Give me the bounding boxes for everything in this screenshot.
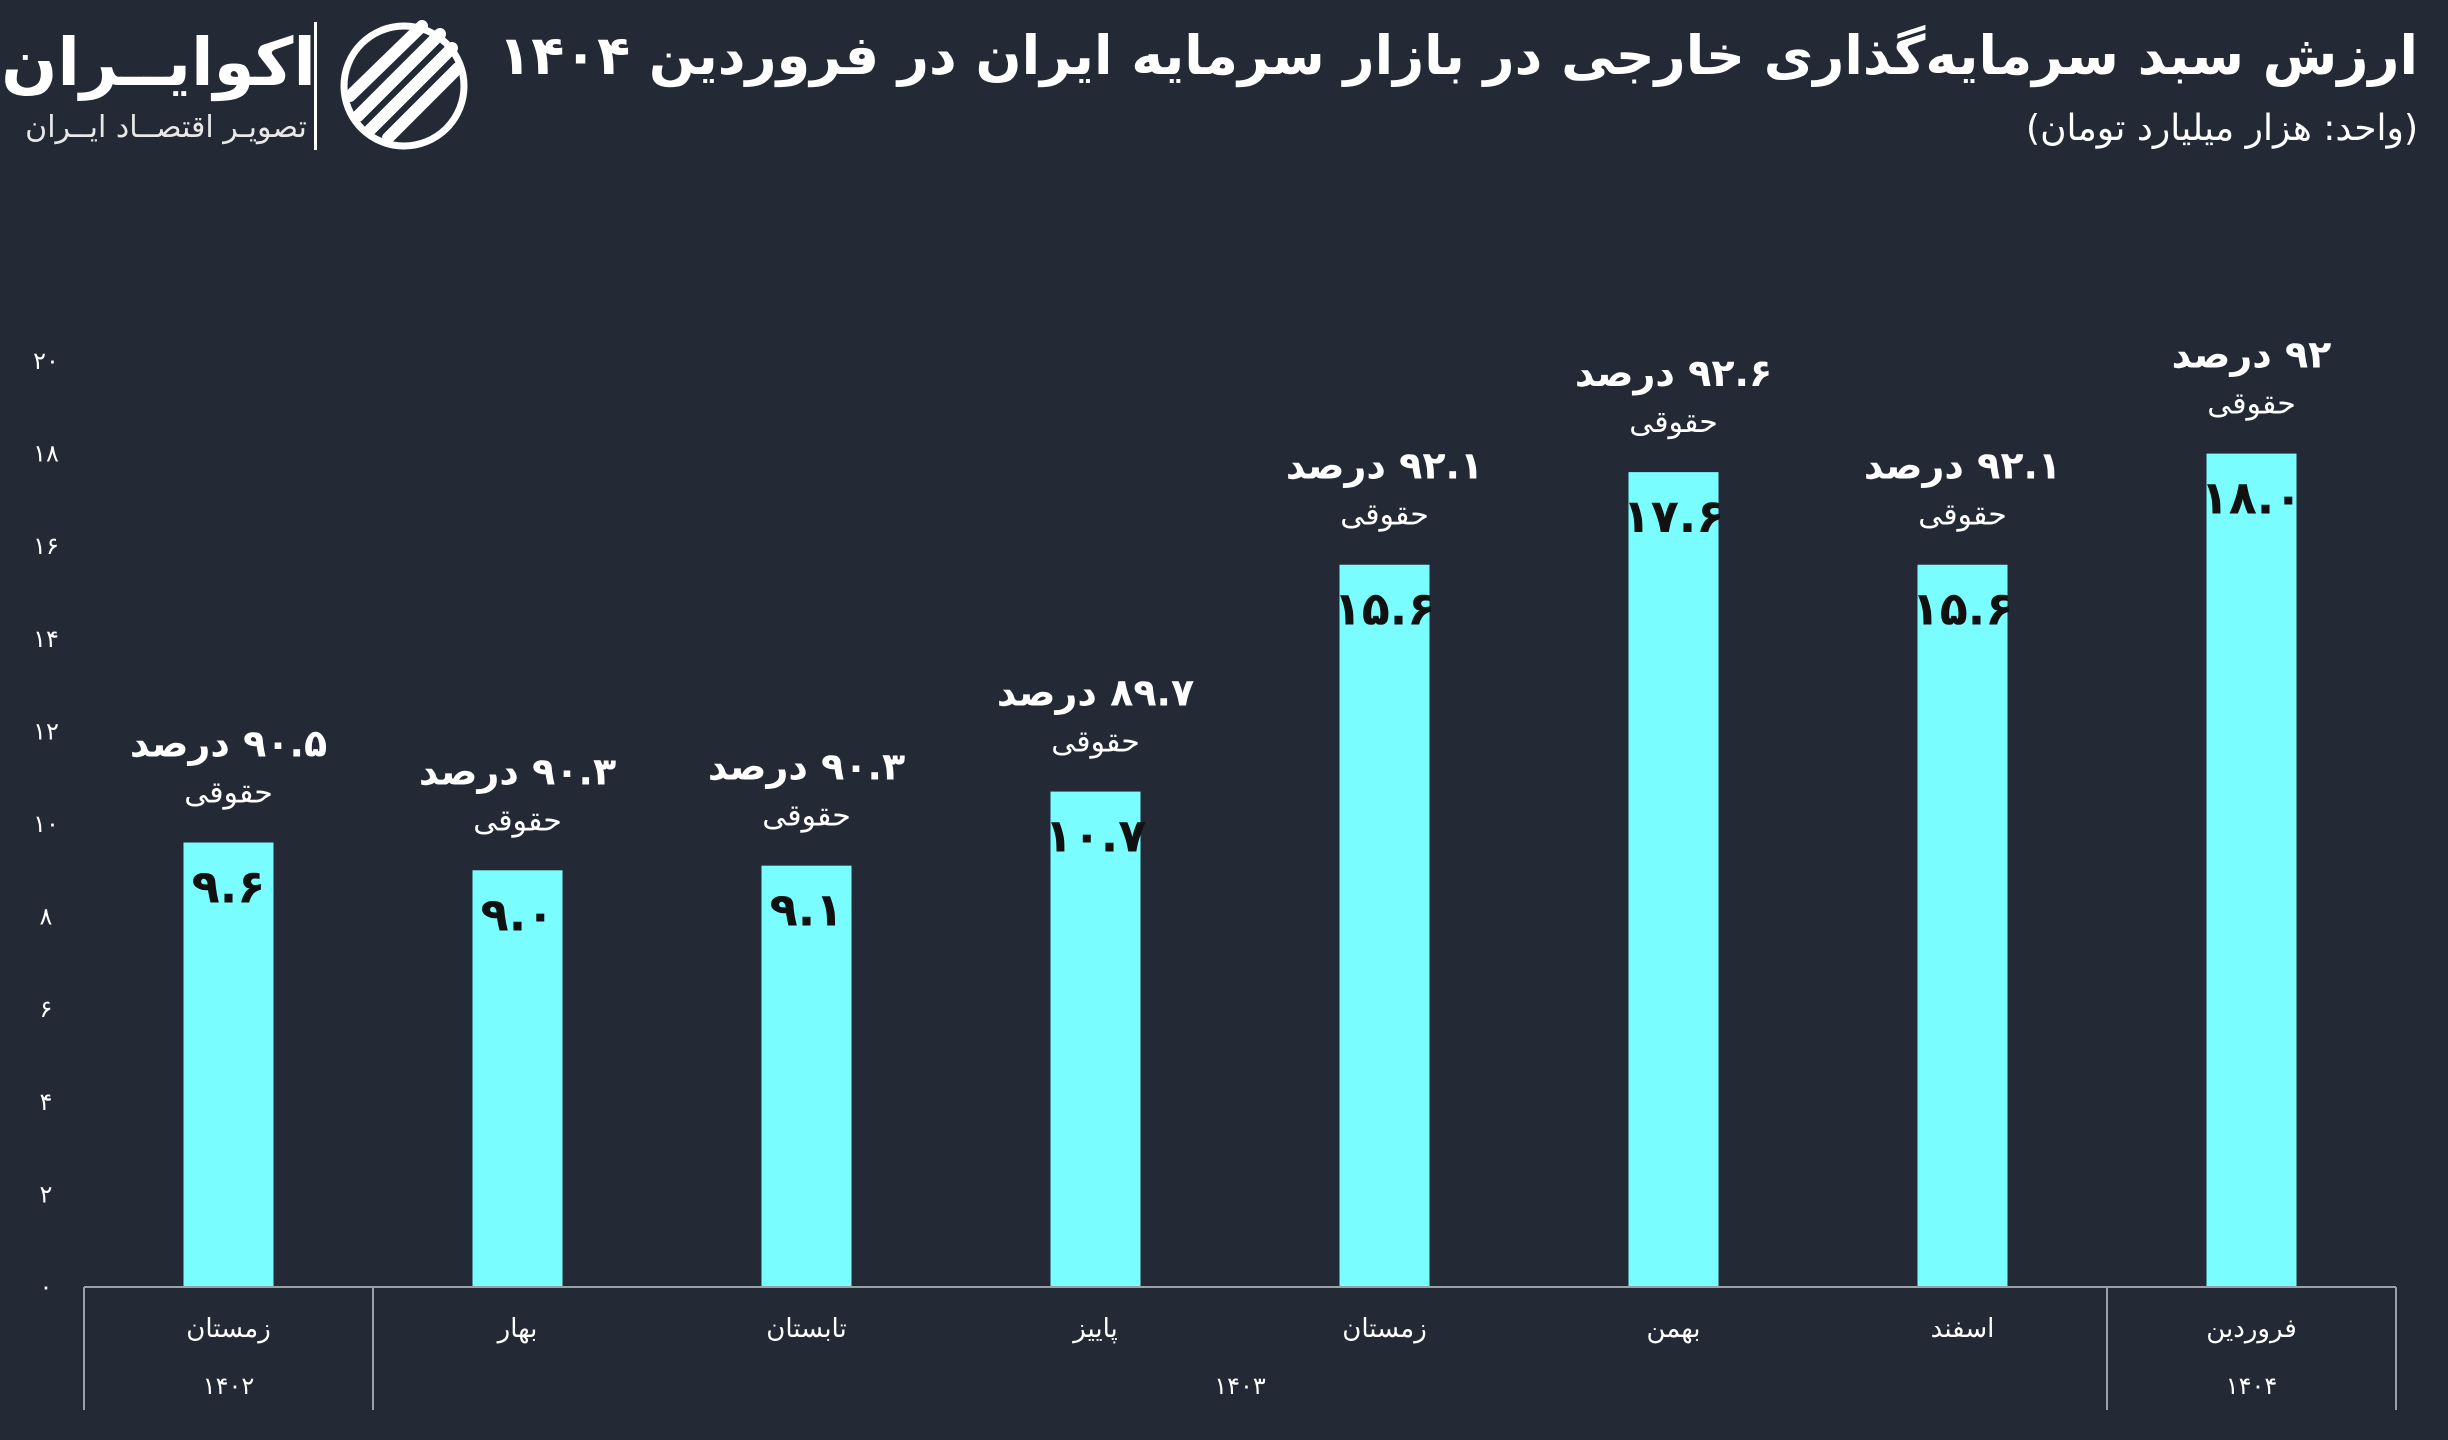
bar xyxy=(1917,564,2008,1287)
year-group-label: ۱۴۰۴ xyxy=(2226,1372,2278,1400)
brand-mark-icon xyxy=(340,20,468,150)
bar-percent-label: ۸۹.۷ درصد xyxy=(997,671,1194,715)
bar-note-label: حقوقی xyxy=(1918,498,2007,533)
x-category-label: زمستان xyxy=(186,1314,271,1344)
bar xyxy=(761,865,852,1287)
y-tick-label: ۶ xyxy=(40,995,53,1023)
y-tick-label: ۱۴ xyxy=(33,625,59,653)
bar xyxy=(2206,453,2297,1288)
brand-tagline: تصویـر اقتصــاد ایــران xyxy=(25,110,307,145)
y-tick-label: ۱۶ xyxy=(33,532,59,560)
bar-value-label: ۱۷.۶ xyxy=(1623,489,1725,543)
bar-value-label: ۱۰.۷ xyxy=(1045,809,1147,863)
y-tick-label: ۱۲ xyxy=(33,717,59,745)
bar-percent-label: ۹۲.۱ درصد xyxy=(1864,444,2061,488)
x-category-label: تابستان xyxy=(766,1314,846,1344)
y-tick-label: ۲ xyxy=(40,1180,53,1208)
bar-value-label: ۹.۶ xyxy=(192,860,266,914)
x-category-label: زمستان xyxy=(1342,1314,1427,1344)
chart-title: ارزش سبد سرمایه‌گذاری خارجی در بازار سرم… xyxy=(498,24,2418,87)
bar-note-label: حقوقی xyxy=(473,803,562,838)
bar-note-label: حقوقی xyxy=(762,799,851,834)
year-group-label: ۱۴۰۳ xyxy=(1214,1372,1266,1400)
bar-percent-label: ۹۰.۳ درصد xyxy=(419,749,616,793)
bar-percent-label: ۹۲.۱ درصد xyxy=(1286,444,1483,488)
y-tick-label: ۱۰ xyxy=(33,810,59,838)
bar xyxy=(1339,564,1430,1287)
y-tick-label: ۰ xyxy=(40,1273,53,1301)
bar-percent-label: ۹۲.۶ درصد xyxy=(1575,351,1772,395)
bar-value-label: ۱۵.۶ xyxy=(1334,582,1436,636)
x-category-label: پاییز xyxy=(1071,1314,1118,1344)
bar-percent-label: ۹۲ درصد xyxy=(2172,333,2332,377)
brand-logo: اکوایــران تصویـر اقتصــاد ایــران xyxy=(1,18,486,153)
chart-subtitle: (واحد: هزار میلیارد تومان) xyxy=(2026,108,2418,149)
brand-separator xyxy=(314,22,317,150)
y-tick-label: ۲۰ xyxy=(33,347,59,375)
bar-percent-label: ۹۰.۵ درصد xyxy=(130,722,327,766)
y-tick-label: ۴ xyxy=(40,1088,53,1116)
bar-value-label: ۱۸.۰ xyxy=(2201,471,2303,525)
bar xyxy=(1628,472,1719,1287)
bar xyxy=(183,842,274,1287)
bar-note-label: حقوقی xyxy=(1051,725,1140,760)
x-category-label: بهمن xyxy=(1646,1314,1700,1344)
year-group-label: ۱۴۰۲ xyxy=(203,1372,255,1400)
bar-percent-label: ۹۰.۳ درصد xyxy=(708,745,905,789)
bar xyxy=(472,870,563,1287)
x-category-label: بهار xyxy=(496,1314,538,1344)
y-tick-label: ۱۸ xyxy=(33,440,59,468)
bar-note-label: حقوقی xyxy=(1340,498,1429,533)
bar xyxy=(1050,791,1141,1287)
x-category-label: اسفند xyxy=(1931,1314,1995,1344)
bar-value-label: ۹.۱ xyxy=(770,883,844,937)
x-category-label: فروردین xyxy=(2206,1314,2297,1344)
bar-note-label: حقوقی xyxy=(2207,387,2296,422)
y-tick-label: ۸ xyxy=(40,903,53,931)
bar-note-label: حقوقی xyxy=(1629,405,1718,440)
brand-name: اکوایــران xyxy=(1,24,316,101)
bar-value-label: ۱۵.۶ xyxy=(1912,582,2014,636)
bar-note-label: حقوقی xyxy=(184,776,273,811)
bar-value-label: ۹.۰ xyxy=(481,887,555,941)
